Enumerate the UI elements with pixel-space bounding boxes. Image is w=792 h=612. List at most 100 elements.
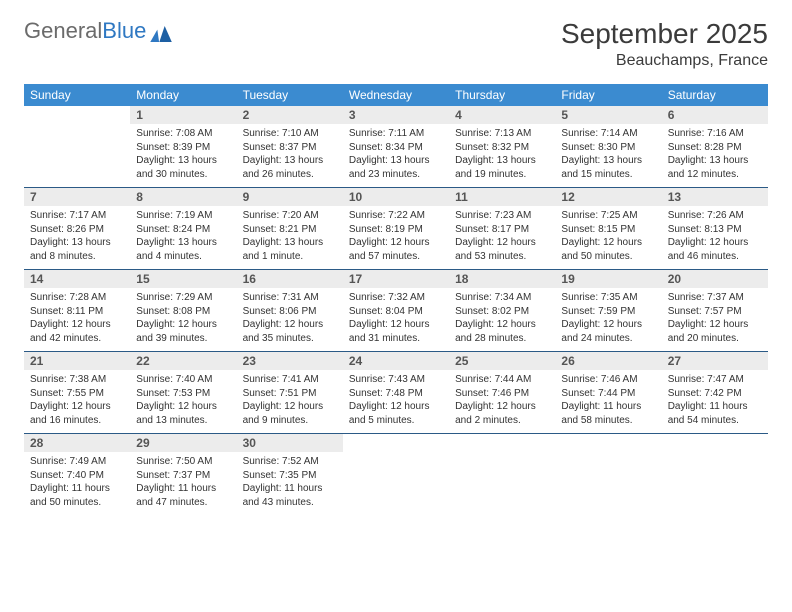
sunset-line: Sunset: 7:57 PM bbox=[668, 305, 762, 319]
day-number: 23 bbox=[237, 352, 343, 371]
title-block: September 2025 Beauchamps, France bbox=[561, 18, 768, 70]
day-cell: Sunrise: 7:08 AMSunset: 8:39 PMDaylight:… bbox=[130, 124, 236, 188]
daylight-line: Daylight: 13 hours and 19 minutes. bbox=[455, 154, 549, 181]
daylight-line: Daylight: 13 hours and 12 minutes. bbox=[668, 154, 762, 181]
sunrise-line: Sunrise: 7:41 AM bbox=[243, 373, 337, 387]
daylight-line: Daylight: 13 hours and 8 minutes. bbox=[30, 236, 124, 263]
day-cell bbox=[555, 452, 661, 515]
sunrise-line: Sunrise: 7:44 AM bbox=[455, 373, 549, 387]
sunrise-line: Sunrise: 7:28 AM bbox=[30, 291, 124, 305]
day-number bbox=[343, 434, 449, 453]
day-number: 26 bbox=[555, 352, 661, 371]
day-cell: Sunrise: 7:17 AMSunset: 8:26 PMDaylight:… bbox=[24, 206, 130, 270]
day-cell bbox=[662, 452, 768, 515]
brand-mark-icon bbox=[150, 22, 172, 40]
day-cell: Sunrise: 7:49 AMSunset: 7:40 PMDaylight:… bbox=[24, 452, 130, 515]
sunset-line: Sunset: 7:42 PM bbox=[668, 387, 762, 401]
sunrise-line: Sunrise: 7:50 AM bbox=[136, 455, 230, 469]
day-cell: Sunrise: 7:14 AMSunset: 8:30 PMDaylight:… bbox=[555, 124, 661, 188]
day-cell: Sunrise: 7:46 AMSunset: 7:44 PMDaylight:… bbox=[555, 370, 661, 434]
sunrise-line: Sunrise: 7:43 AM bbox=[349, 373, 443, 387]
sunrise-line: Sunrise: 7:20 AM bbox=[243, 209, 337, 223]
day-number-row: 14151617181920 bbox=[24, 270, 768, 289]
day-number: 28 bbox=[24, 434, 130, 453]
sunset-line: Sunset: 7:35 PM bbox=[243, 469, 337, 483]
day-number: 10 bbox=[343, 188, 449, 207]
sunrise-line: Sunrise: 7:47 AM bbox=[668, 373, 762, 387]
sunrise-line: Sunrise: 7:26 AM bbox=[668, 209, 762, 223]
sunset-line: Sunset: 8:06 PM bbox=[243, 305, 337, 319]
day-cell: Sunrise: 7:11 AMSunset: 8:34 PMDaylight:… bbox=[343, 124, 449, 188]
sunrise-line: Sunrise: 7:52 AM bbox=[243, 455, 337, 469]
day-cell bbox=[343, 452, 449, 515]
day-number: 2 bbox=[237, 106, 343, 124]
day-cell: Sunrise: 7:31 AMSunset: 8:06 PMDaylight:… bbox=[237, 288, 343, 352]
day-cell: Sunrise: 7:28 AMSunset: 8:11 PMDaylight:… bbox=[24, 288, 130, 352]
daylight-line: Daylight: 12 hours and 35 minutes. bbox=[243, 318, 337, 345]
sunrise-line: Sunrise: 7:40 AM bbox=[136, 373, 230, 387]
day-number: 19 bbox=[555, 270, 661, 289]
day-cell: Sunrise: 7:22 AMSunset: 8:19 PMDaylight:… bbox=[343, 206, 449, 270]
day-cell: Sunrise: 7:34 AMSunset: 8:02 PMDaylight:… bbox=[449, 288, 555, 352]
daylight-line: Daylight: 12 hours and 39 minutes. bbox=[136, 318, 230, 345]
day-data-row: Sunrise: 7:28 AMSunset: 8:11 PM Daylight:… bbox=[24, 288, 768, 352]
day-data-row: Sunrise: 7:49 AMSunset: 7:40 PMDaylight:… bbox=[24, 452, 768, 515]
sunrise-line: Sunrise: 7:13 AM bbox=[455, 127, 549, 141]
daylight-line: Daylight: 12 hours and 20 minutes. bbox=[668, 318, 762, 345]
daylight-line: Daylight: 11 hours and 58 minutes. bbox=[561, 400, 655, 427]
daylight-line: Daylight: 12 hours and 24 minutes. bbox=[561, 318, 655, 345]
day-number-row: 78910111213 bbox=[24, 188, 768, 207]
daylight-line: Daylight: 12 hours and 57 minutes. bbox=[349, 236, 443, 263]
day-number: 16 bbox=[237, 270, 343, 289]
day-cell: Sunrise: 7:25 AMSunset: 8:15 PMDaylight:… bbox=[555, 206, 661, 270]
sunset-line: Sunset: 8:11 PM bbox=[30, 305, 124, 319]
header: GeneralBlue September 2025 Beauchamps, F… bbox=[24, 18, 768, 70]
day-number: 8 bbox=[130, 188, 236, 207]
brand-logo: GeneralBlue bbox=[24, 18, 172, 44]
sunrise-line: Sunrise: 7:46 AM bbox=[561, 373, 655, 387]
day-cell: Sunrise: 7:37 AMSunset: 7:57 PMDaylight:… bbox=[662, 288, 768, 352]
day-data-row: Sunrise: 7:08 AMSunset: 8:39 PMDaylight:… bbox=[24, 124, 768, 188]
day-cell: Sunrise: 7:52 AMSunset: 7:35 PMDaylight:… bbox=[237, 452, 343, 515]
day-number bbox=[555, 434, 661, 453]
daylight-line: Daylight: 12 hours and 5 minutes. bbox=[349, 400, 443, 427]
day-cell: Sunrise: 7:32 AMSunset: 8:04 PMDaylight:… bbox=[343, 288, 449, 352]
daylight-line: Daylight: 12 hours and 50 minutes. bbox=[561, 236, 655, 263]
day-number: 29 bbox=[130, 434, 236, 453]
sunset-line: Sunset: 8:15 PM bbox=[561, 223, 655, 237]
location: Beauchamps, France bbox=[561, 52, 768, 70]
day-number: 22 bbox=[130, 352, 236, 371]
day-cell: Sunrise: 7:41 AMSunset: 7:51 PMDaylight:… bbox=[237, 370, 343, 434]
sunset-line: Sunset: 8:37 PM bbox=[243, 141, 337, 155]
day-number-row: 123456 bbox=[24, 106, 768, 124]
day-number: 15 bbox=[130, 270, 236, 289]
daylight-line: Daylight: 13 hours and 26 minutes. bbox=[243, 154, 337, 181]
day-number: 5 bbox=[555, 106, 661, 124]
day-cell bbox=[449, 452, 555, 515]
sunrise-line: Sunrise: 7:19 AM bbox=[136, 209, 230, 223]
day-number: 18 bbox=[449, 270, 555, 289]
sunset-line: Sunset: 8:39 PM bbox=[136, 141, 230, 155]
day-number: 9 bbox=[237, 188, 343, 207]
sunset-line: Sunset: 8:08 PM bbox=[136, 305, 230, 319]
weekday-header-row: Sunday Monday Tuesday Wednesday Thursday… bbox=[24, 84, 768, 106]
weekday-header: Wednesday bbox=[343, 84, 449, 106]
daylight-line: Daylight: 13 hours and 15 minutes. bbox=[561, 154, 655, 181]
weekday-header: Thursday bbox=[449, 84, 555, 106]
sunset-line: Sunset: 7:51 PM bbox=[243, 387, 337, 401]
daylight-line: Daylight: 11 hours and 50 minutes. bbox=[30, 482, 124, 509]
sunrise-line: Sunrise: 7:38 AM bbox=[30, 373, 124, 387]
weekday-header: Tuesday bbox=[237, 84, 343, 106]
month-title: September 2025 bbox=[561, 18, 768, 50]
sunrise-line: Sunrise: 7:10 AM bbox=[243, 127, 337, 141]
day-number-row: 282930 bbox=[24, 434, 768, 453]
daylight-line: Daylight: 12 hours and 13 minutes. bbox=[136, 400, 230, 427]
day-cell: Sunrise: 7:23 AMSunset: 8:17 PMDaylight:… bbox=[449, 206, 555, 270]
sunrise-line: Sunrise: 7:31 AM bbox=[243, 291, 337, 305]
day-cell bbox=[24, 124, 130, 188]
day-number: 25 bbox=[449, 352, 555, 371]
sunset-line: Sunset: 7:37 PM bbox=[136, 469, 230, 483]
day-number: 1 bbox=[130, 106, 236, 124]
daylight-line: Daylight: 13 hours and 23 minutes. bbox=[349, 154, 443, 181]
sunset-line: Sunset: 8:24 PM bbox=[136, 223, 230, 237]
